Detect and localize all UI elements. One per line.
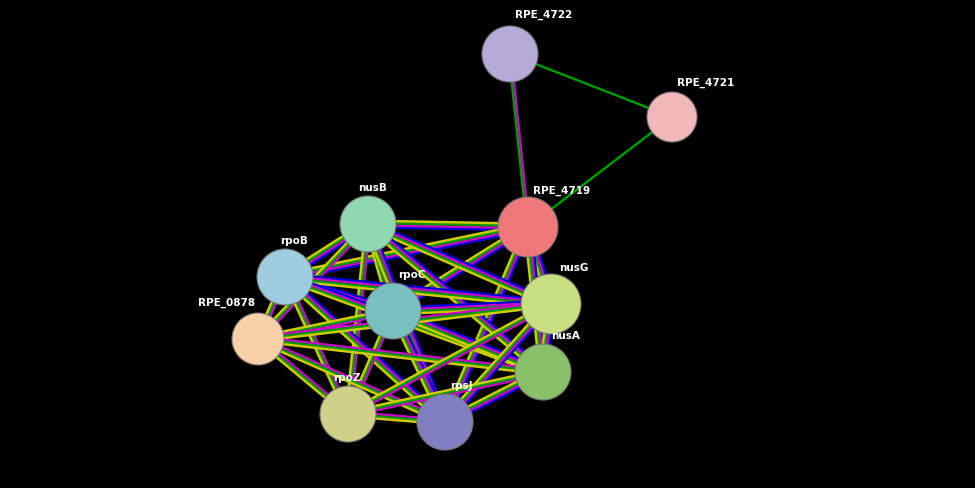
Circle shape [482, 27, 538, 83]
Text: rpsJ: rpsJ [450, 380, 473, 390]
Text: rpoB: rpoB [280, 236, 308, 245]
Circle shape [232, 313, 284, 365]
Circle shape [515, 345, 571, 400]
Circle shape [320, 386, 376, 442]
Text: nusB: nusB [358, 183, 387, 193]
Text: rpoC: rpoC [398, 269, 425, 280]
Circle shape [417, 394, 473, 450]
Text: RPE_4722: RPE_4722 [515, 10, 572, 20]
Circle shape [647, 93, 697, 142]
Circle shape [521, 274, 581, 334]
Circle shape [340, 197, 396, 252]
Circle shape [365, 284, 421, 339]
Text: RPE_4721: RPE_4721 [677, 78, 734, 88]
Text: RPE_4719: RPE_4719 [533, 185, 590, 196]
Text: nusA: nusA [551, 330, 580, 340]
Text: rpoZ: rpoZ [333, 372, 361, 382]
Circle shape [257, 249, 313, 305]
Text: RPE_0878: RPE_0878 [198, 297, 255, 307]
Text: nusG: nusG [559, 263, 588, 272]
Circle shape [498, 198, 558, 258]
